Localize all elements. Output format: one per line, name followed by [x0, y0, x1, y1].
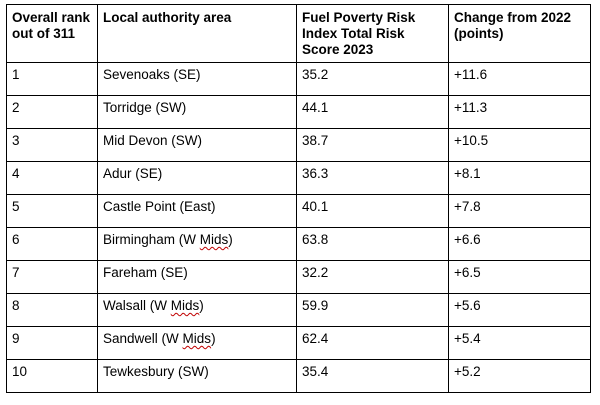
area-name: Tewkesbury — [103, 364, 175, 379]
table-row: 9 Sandwell (W Mids) 62.4 +5.4 — [6, 326, 591, 360]
change-cell: +5.4 — [448, 326, 591, 360]
score-cell: 44.1 — [296, 95, 449, 129]
area-cell: Torridge (SW) — [97, 95, 297, 129]
area-name: Adur — [103, 166, 132, 181]
rank-cell: 9 — [6, 326, 98, 360]
score-cell: 35.4 — [296, 359, 449, 393]
rank-cell: 10 — [6, 359, 98, 393]
area-cell: Walsall (W Mids) — [97, 293, 297, 327]
area-cell: Adur (SE) — [97, 161, 297, 195]
area-region: (SW) — [174, 364, 209, 379]
table-header-row: Overall rank out of 311 Local authority … — [6, 4, 591, 63]
rank-cell: 4 — [6, 161, 98, 195]
rank-cell: 5 — [6, 194, 98, 228]
change-cell: +10.5 — [448, 128, 591, 162]
rank-cell: 1 — [6, 62, 98, 96]
area-name: Sandwell — [103, 331, 158, 346]
change-cell: +6.5 — [448, 260, 591, 294]
score-cell: 63.8 — [296, 227, 449, 261]
area-region: (W — [146, 298, 171, 313]
header-score: Fuel Poverty Risk Index Total Risk Score… — [296, 4, 449, 63]
change-cell: +5.2 — [448, 359, 591, 393]
score-cell: 62.4 — [296, 326, 449, 360]
area-name: Walsall — [103, 298, 147, 313]
table-row: 8 Walsall (W Mids) 59.9 +5.6 — [6, 293, 591, 327]
area-region-close: ) — [211, 331, 216, 346]
score-cell: 36.3 — [296, 161, 449, 195]
rank-cell: 2 — [6, 95, 98, 129]
fuel-poverty-table-container: Overall rank out of 311 Local authority … — [6, 4, 591, 393]
table-row: 2 Torridge (SW) 44.1 +11.3 — [6, 95, 591, 129]
area-cell: Tewkesbury (SW) — [97, 359, 297, 393]
area-region-close: ) — [199, 298, 204, 313]
spellcheck-flagged-word: Mids — [182, 331, 212, 346]
area-cell: Sandwell (W Mids) — [97, 326, 297, 360]
area-region: (SE) — [169, 67, 201, 82]
table-row: 7 Fareham (SE) 32.2 +6.5 — [6, 260, 591, 294]
area-cell: Mid Devon (SW) — [97, 128, 297, 162]
table-row: 3 Mid Devon (SW) 38.7 +10.5 — [6, 128, 591, 162]
change-cell: +7.8 — [448, 194, 591, 228]
table-row: 10 Tewkesbury (SW) 35.4 +5.2 — [6, 359, 591, 393]
rank-cell: 6 — [6, 227, 98, 261]
area-cell: Sevenoaks (SE) — [97, 62, 297, 96]
table-row: 6 Birmingham (W Mids) 63.8 +6.6 — [6, 227, 591, 261]
rank-cell: 3 — [6, 128, 98, 162]
header-change: Change from 2022 (points) — [448, 4, 591, 63]
area-region: (SE) — [131, 166, 163, 181]
area-cell: Birmingham (W Mids) — [97, 227, 297, 261]
change-cell: +6.6 — [448, 227, 591, 261]
area-region-close: ) — [228, 232, 233, 247]
score-cell: 59.9 — [296, 293, 449, 327]
fuel-poverty-table: Overall rank out of 311 Local authority … — [6, 4, 591, 393]
header-area: Local authority area — [97, 4, 297, 63]
area-cell: Fareham (SE) — [97, 260, 297, 294]
area-name: Torridge — [103, 100, 152, 115]
header-rank: Overall rank out of 311 — [6, 4, 98, 63]
score-cell: 32.2 — [296, 260, 449, 294]
area-name: Sevenoaks — [103, 67, 170, 82]
area-region: (East) — [175, 199, 216, 214]
score-cell: 38.7 — [296, 128, 449, 162]
change-cell: +8.1 — [448, 161, 591, 195]
area-name: Castle Point — [103, 199, 176, 214]
area-name: Fareham — [103, 265, 158, 280]
area-region: (SW) — [151, 100, 187, 115]
table-row: 1 Sevenoaks (SE) 35.2 +11.6 — [6, 62, 591, 96]
spellcheck-flagged-word: Mids — [170, 298, 200, 313]
area-region: (W — [157, 331, 183, 346]
area-name: Mid Devon — [103, 133, 168, 148]
rank-cell: 8 — [6, 293, 98, 327]
change-cell: +5.6 — [448, 293, 591, 327]
rank-cell: 7 — [6, 260, 98, 294]
area-cell: Castle Point (East) — [97, 194, 297, 228]
spellcheck-flagged-word: Mids — [199, 232, 229, 247]
change-cell: +11.6 — [448, 62, 591, 96]
area-region: (SW) — [167, 133, 203, 148]
score-cell: 35.2 — [296, 62, 449, 96]
table-row: 5 Castle Point (East) 40.1 +7.8 — [6, 194, 591, 228]
table-row: 4 Adur (SE) 36.3 +8.1 — [6, 161, 591, 195]
change-cell: +11.3 — [448, 95, 591, 129]
area-region: (SE) — [157, 265, 188, 280]
area-region: (W — [175, 232, 200, 247]
area-name: Birmingham — [103, 232, 176, 247]
score-cell: 40.1 — [296, 194, 449, 228]
